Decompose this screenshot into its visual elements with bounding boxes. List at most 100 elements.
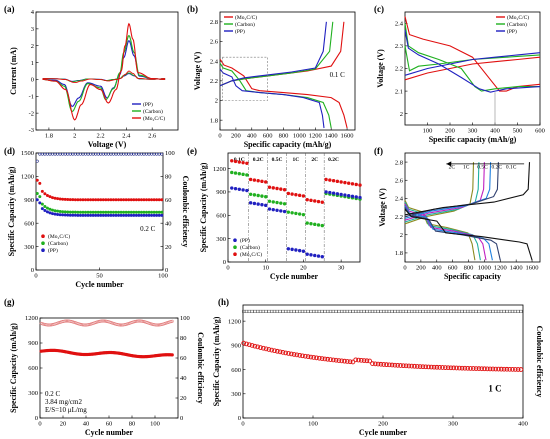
- capacity-point: [142, 213, 146, 217]
- x-tick-label: 0: [226, 265, 229, 272]
- capacity-point: [38, 201, 42, 205]
- capacity-point: [263, 346, 269, 352]
- rate-point: [320, 200, 324, 204]
- rate-point: [343, 193, 347, 197]
- capacity-point: [51, 212, 55, 216]
- x-tick-label: 0: [403, 265, 406, 272]
- capacity-point: [104, 213, 108, 217]
- y-tick-label: 900: [28, 340, 38, 347]
- rate-point: [267, 207, 272, 211]
- rate-point: [279, 187, 283, 191]
- efficiency-point: [317, 309, 321, 314]
- capacity-point: [129, 198, 133, 202]
- capacity-point: [129, 213, 133, 217]
- capacity-point: [78, 213, 82, 217]
- arrow-rate-label: 0.1C: [506, 164, 517, 170]
- y-tick-label: 2.2: [395, 214, 403, 221]
- rate-point: [252, 178, 257, 182]
- capacity-point: [127, 210, 131, 214]
- capacity-point: [448, 365, 454, 371]
- capacity-point: [482, 366, 487, 372]
- efficiency-point: [396, 309, 400, 314]
- rate-point: [324, 177, 328, 182]
- capacity-point: [137, 210, 141, 214]
- legend-entry: (Carbon): [240, 244, 260, 251]
- capacity-point: [465, 365, 471, 371]
- capacity-point: [35, 192, 39, 196]
- efficiency-point: [84, 323, 88, 327]
- legend-entry: (Carbon): [507, 21, 527, 28]
- y2-tick-label: 60: [165, 197, 172, 204]
- capacity-point: [119, 198, 123, 202]
- rate-point: [320, 255, 324, 259]
- capacity-point: [442, 365, 448, 370]
- condition-annotation: 0.2 C: [45, 390, 61, 398]
- capacity-point: [81, 198, 85, 202]
- y2-axis-label: Coulombic efficiency: [535, 326, 544, 398]
- rate-point: [316, 199, 321, 204]
- x-tick-label: 2.4: [122, 133, 131, 140]
- capacity-point: [518, 367, 524, 372]
- capacity-point: [48, 211, 52, 215]
- capacity-point: [353, 357, 359, 363]
- rate-point: [358, 195, 362, 200]
- efficiency-point: [519, 309, 523, 314]
- capacity-point: [68, 210, 72, 214]
- efficiency-point: [314, 309, 319, 314]
- rate-label: 0.5C: [272, 157, 283, 163]
- capacity-point: [124, 210, 128, 214]
- y-tick-label: 2.6: [210, 39, 219, 46]
- efficiency-point: [272, 309, 277, 314]
- charge-curve: [219, 21, 327, 87]
- rate-label: 0.2C: [328, 157, 339, 163]
- capacity-point: [249, 343, 255, 348]
- capacity-point: [468, 366, 473, 371]
- x-tick-label: 100: [158, 273, 168, 280]
- capacity-point: [45, 210, 49, 214]
- x-tick-label: 0: [38, 421, 41, 428]
- capacity-point: [336, 358, 342, 363]
- capacity-point: [43, 209, 47, 213]
- rate-point: [358, 183, 362, 187]
- rate-point: [346, 181, 351, 185]
- rate-point: [260, 202, 264, 207]
- legend-entry: (Carbon): [235, 21, 255, 28]
- capacity-point: [272, 348, 277, 354]
- x-tick-label: 10: [262, 265, 269, 272]
- capacity-point: [94, 213, 98, 217]
- efficiency-point: [48, 323, 52, 327]
- efficiency-point: [320, 309, 324, 314]
- rate-point: [230, 186, 234, 190]
- capacity-point: [244, 341, 249, 347]
- capacity-point: [91, 210, 95, 214]
- y-tick-label: 2: [400, 111, 403, 118]
- capacity-point: [370, 361, 375, 366]
- capacity-point: [106, 198, 110, 202]
- capacity-point: [300, 353, 305, 359]
- efficiency-point: [446, 309, 450, 314]
- capacity-point: [53, 212, 57, 216]
- x-tick-label: 600: [535, 128, 545, 135]
- efficiency-point: [477, 309, 481, 314]
- efficiency-point: [44, 323, 48, 327]
- efficiency-point: [312, 309, 316, 314]
- panel-label: (a): [4, 4, 15, 14]
- capacity-point: [392, 362, 398, 368]
- efficiency-point: [491, 309, 495, 314]
- x-tick-label: 200: [416, 265, 426, 272]
- y-axis-label: Specific Capacity (mAh/g): [9, 323, 18, 413]
- efficiency-point: [46, 323, 50, 327]
- efficiency-point: [67, 319, 71, 323]
- zoom-box: [222, 56, 268, 101]
- efficiency-point: [407, 309, 411, 314]
- rate-point: [324, 190, 328, 194]
- efficiency-point: [466, 309, 470, 314]
- x-axis-label: Specific capacity (mAh/g): [244, 140, 332, 149]
- capacity-point: [476, 366, 482, 371]
- rate-point: [245, 188, 249, 193]
- efficiency-point: [295, 309, 299, 314]
- y2-axis-label: Coulombic efficiency: [181, 176, 190, 248]
- condition-annotation: E/S=10 μL/mg: [45, 406, 87, 414]
- y-axis-label: Voltage (V): [193, 51, 202, 90]
- y2-tick-label: 80: [180, 335, 187, 342]
